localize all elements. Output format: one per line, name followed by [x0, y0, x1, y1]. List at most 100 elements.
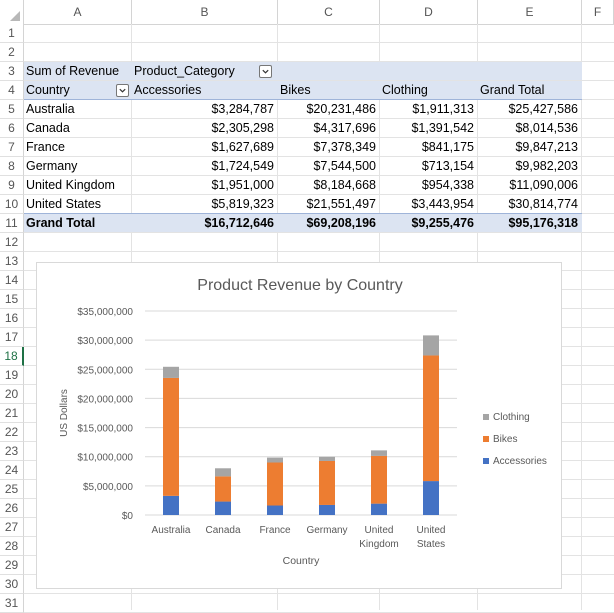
bar-clothing[interactable] — [371, 450, 387, 456]
row-header-10[interactable]: 10 — [0, 195, 24, 214]
row-header-19[interactable]: 19 — [0, 366, 24, 385]
row-header-17[interactable]: 17 — [0, 328, 24, 347]
row-header-16[interactable]: 16 — [0, 309, 24, 328]
pivot-value[interactable]: $21,551,497 — [306, 197, 376, 211]
row-header-1[interactable]: 1 — [0, 24, 24, 43]
column-header-a[interactable]: A — [24, 0, 132, 24]
row-header-29[interactable]: 29 — [0, 556, 24, 575]
pivot-row-label[interactable]: Germany — [26, 159, 78, 173]
row-header-23[interactable]: 23 — [0, 442, 24, 461]
pivot-value[interactable]: $20,231,486 — [306, 102, 376, 116]
row-header-21[interactable]: 21 — [0, 404, 24, 423]
row-header-27[interactable]: 27 — [0, 518, 24, 537]
pivot-row-label[interactable]: United States — [26, 197, 102, 211]
pivot-value[interactable]: $1,627,689 — [211, 140, 274, 154]
pivot-value[interactable]: $1,911,313 — [412, 102, 474, 116]
pivot-grand-total[interactable]: $16,712,646 — [204, 216, 274, 230]
pivot-grand-total[interactable]: $95,176,318 — [508, 216, 578, 230]
row-header-7[interactable]: 7 — [0, 138, 24, 157]
bar-clothing[interactable] — [267, 457, 283, 463]
row-header-24[interactable]: 24 — [0, 461, 24, 480]
row-header-2[interactable]: 2 — [0, 43, 24, 62]
bar-bikes[interactable] — [163, 377, 179, 496]
pivot-value[interactable]: $5,819,323 — [211, 197, 274, 211]
pivot-row-field[interactable]: Country — [26, 83, 70, 97]
pivot-value[interactable]: $841,175 — [421, 140, 474, 154]
pivot-value[interactable]: $1,724,549 — [211, 159, 274, 173]
row-header-30[interactable]: 30 — [0, 575, 24, 594]
row-header-22[interactable]: 22 — [0, 423, 24, 442]
pivot-value[interactable]: $7,544,500 — [313, 159, 376, 173]
row-header-15[interactable]: 15 — [0, 290, 24, 309]
bar-accessories[interactable] — [267, 505, 283, 515]
row-header-14[interactable]: 14 — [0, 271, 24, 290]
column-header-e[interactable]: E — [478, 0, 582, 24]
row-filter-button[interactable] — [116, 84, 129, 97]
bar-bikes[interactable] — [215, 476, 231, 502]
pivot-value[interactable]: $3,284,787 — [211, 102, 274, 116]
bar-accessories[interactable] — [163, 495, 179, 515]
pivot-values-label[interactable]: Sum of Revenue — [26, 64, 120, 78]
pivot-row-label[interactable]: Canada — [26, 121, 70, 135]
pivot-value[interactable]: $30,814,774 — [508, 197, 578, 211]
row-header-3[interactable]: 3 — [0, 62, 24, 81]
pivot-value[interactable]: $9,847,213 — [515, 140, 578, 154]
bar-bikes[interactable] — [267, 462, 283, 506]
pivot-col-header[interactable]: Bikes — [280, 83, 311, 97]
pivot-col-header[interactable]: Accessories — [134, 83, 202, 97]
pivot-row-label[interactable]: United Kingdom — [26, 178, 115, 192]
pivot-col-header[interactable]: Clothing — [382, 83, 428, 97]
row-header-26[interactable]: 26 — [0, 499, 24, 518]
row-header-12[interactable]: 12 — [0, 233, 24, 252]
bar-accessories[interactable] — [319, 504, 335, 515]
bar-bikes[interactable] — [319, 460, 335, 505]
row-header-5[interactable]: 5 — [0, 100, 24, 119]
pivot-grand-total-label[interactable]: Grand Total — [26, 216, 96, 230]
bar-accessories[interactable] — [423, 481, 439, 515]
chart[interactable]: Product Revenue by Country $0 $5,000,000 $1… — [36, 262, 562, 589]
row-header-13[interactable]: 13 — [0, 252, 24, 271]
row-header-11[interactable]: 11 — [0, 214, 24, 233]
row-header-20[interactable]: 20 — [0, 385, 24, 404]
pivot-value[interactable]: $954,338 — [421, 178, 474, 192]
bar-accessories[interactable] — [215, 501, 231, 515]
pivot-value[interactable]: $713,154 — [421, 159, 474, 173]
row-header-6[interactable]: 6 — [0, 119, 24, 138]
pivot-value[interactable]: $11,090,006 — [509, 178, 578, 192]
column-header-b[interactable]: B — [132, 0, 278, 24]
row-header-18[interactable]: 18 — [0, 347, 24, 366]
pivot-col-header[interactable]: Grand Total — [480, 83, 545, 97]
pivot-value[interactable]: $3,443,954 — [411, 197, 474, 211]
bar-clothing[interactable] — [319, 456, 335, 461]
bar-bikes[interactable] — [371, 455, 387, 504]
pivot-value[interactable]: $2,305,298 — [211, 121, 274, 135]
pivot-value[interactable]: $4,317,696 — [313, 121, 376, 135]
row-header-31[interactable]: 31 — [0, 594, 24, 613]
pivot-value[interactable]: $25,427,586 — [508, 102, 578, 116]
pivot-grand-total[interactable]: $69,208,196 — [306, 216, 376, 230]
pivot-value[interactable]: $7,378,349 — [313, 140, 376, 154]
bar-clothing[interactable] — [163, 366, 179, 378]
row-header-9[interactable]: 9 — [0, 176, 24, 195]
row-header-8[interactable]: 8 — [0, 157, 24, 176]
select-all-corner[interactable] — [0, 0, 24, 24]
column-header-d[interactable]: D — [380, 0, 478, 24]
pivot-value[interactable]: $9,982,203 — [515, 159, 578, 173]
pivot-grand-total[interactable]: $9,255,476 — [411, 216, 474, 230]
pivot-value[interactable]: $8,014,536 — [515, 121, 578, 135]
column-header-c[interactable]: C — [278, 0, 380, 24]
pivot-row-label[interactable]: Australia — [26, 102, 75, 116]
bar-accessories[interactable] — [371, 503, 387, 515]
pivot-column-field[interactable]: Product_Category — [134, 64, 235, 78]
row-header-4[interactable]: 4 — [0, 81, 24, 100]
column-filter-button[interactable] — [259, 65, 272, 78]
pivot-value[interactable]: $1,391,542 — [411, 121, 474, 135]
bar-bikes[interactable] — [423, 355, 439, 482]
row-header-28[interactable]: 28 — [0, 537, 24, 556]
pivot-value[interactable]: $1,951,000 — [211, 178, 274, 192]
bar-clothing[interactable] — [215, 468, 231, 477]
column-header-f[interactable]: F — [582, 0, 614, 24]
row-header-25[interactable]: 25 — [0, 480, 24, 499]
bar-clothing[interactable] — [423, 335, 439, 356]
pivot-row-label[interactable]: France — [26, 140, 65, 154]
